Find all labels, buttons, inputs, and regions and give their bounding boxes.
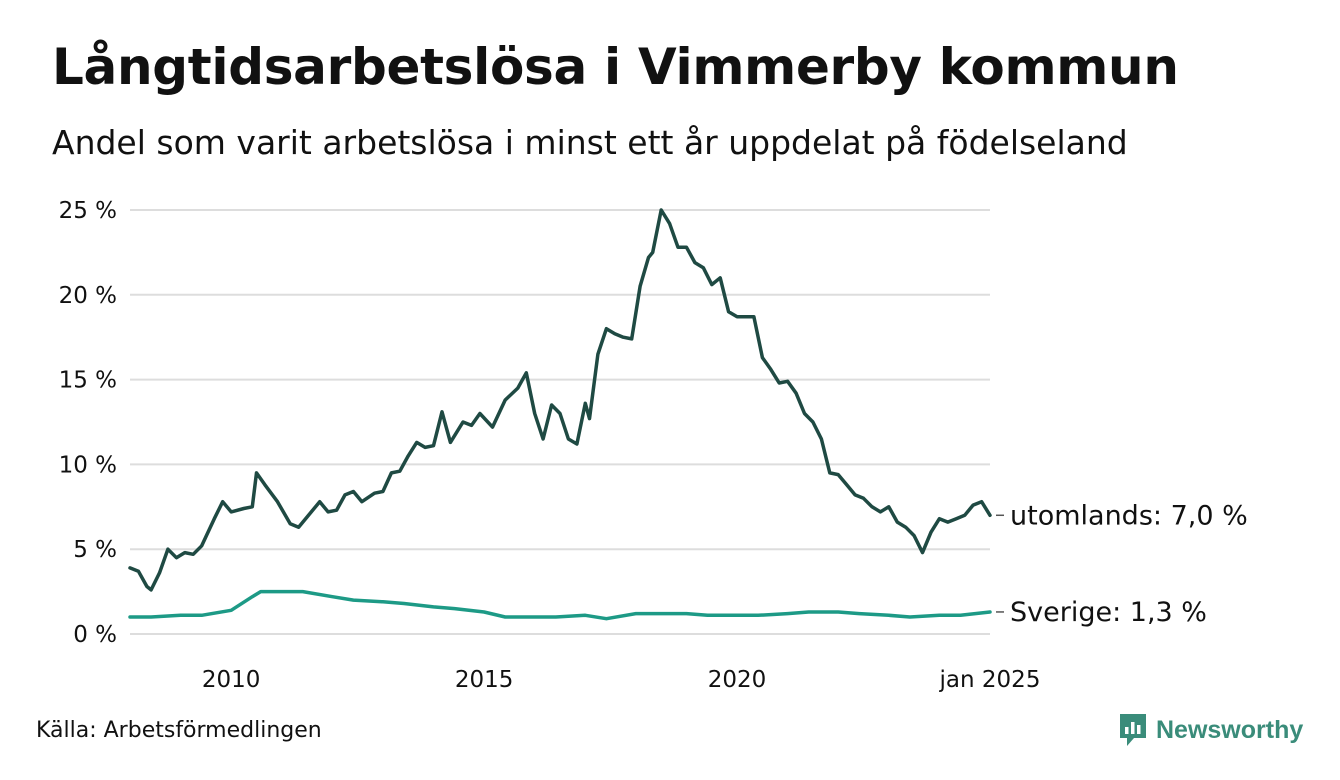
y-tick-label: 25 % bbox=[59, 198, 117, 224]
x-tick-label: 2020 bbox=[708, 667, 767, 693]
x-tick-label: jan 2025 bbox=[939, 667, 1041, 693]
y-tick-label: 10 % bbox=[59, 452, 117, 478]
newsworthy-logo-icon bbox=[1120, 714, 1146, 746]
source-note: Källa: Arbetsförmedlingen bbox=[36, 718, 322, 743]
y-tick-label: 15 % bbox=[59, 368, 117, 394]
line-chart: 0 % 5 % 10 % 15 % 20 % 25 % 2010 2015 2020 jan 20… bbox=[59, 198, 1248, 693]
series-end-label: Sverige: 1,3 % bbox=[1010, 597, 1207, 628]
series-end-label: utomlands: 7,0 % bbox=[1010, 500, 1248, 531]
y-tick-label: 0 % bbox=[73, 622, 117, 648]
brand-name: Newsworthy bbox=[1156, 715, 1304, 744]
y-tick-label: 5 % bbox=[73, 537, 117, 563]
y-tick-label: 20 % bbox=[59, 283, 117, 309]
brand-logo: Newsworthy bbox=[1118, 712, 1303, 748]
series-line-sverige bbox=[128, 589, 992, 621]
page-title: Långtidsarbetslösa i Vimmerby kommun bbox=[52, 38, 1179, 96]
x-tick-label: 2010 bbox=[202, 667, 261, 693]
x-tick-label: 2015 bbox=[455, 667, 514, 693]
page-subtitle: Andel som varit arbetslösa i minst ett å… bbox=[52, 123, 1128, 162]
series-line-utomlands bbox=[128, 208, 992, 592]
